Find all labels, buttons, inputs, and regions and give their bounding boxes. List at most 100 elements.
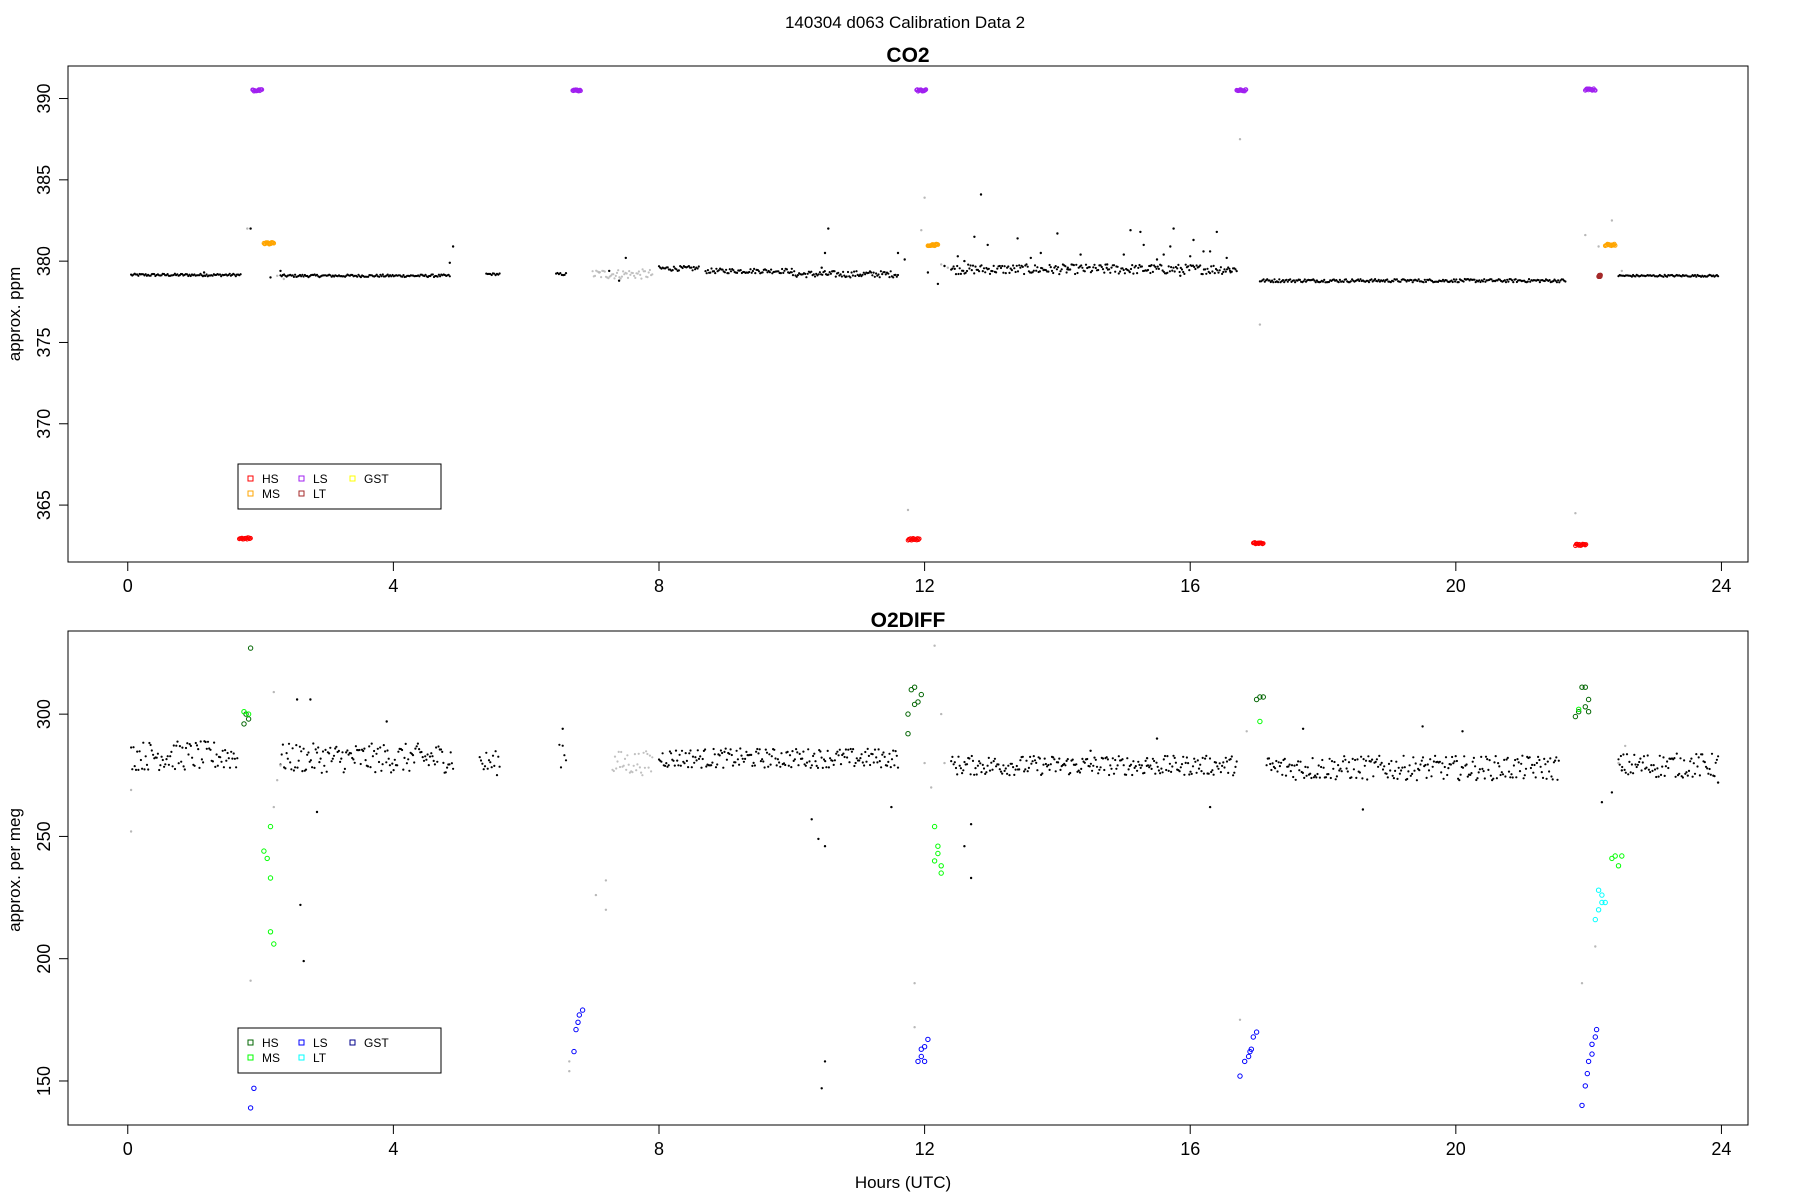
o2diff-ambient-point xyxy=(1171,765,1174,768)
o2diff-ambient-point xyxy=(1649,771,1652,774)
co2-legend-label: MS xyxy=(262,487,280,501)
o2diff-cal-point xyxy=(1599,899,1605,906)
o2diff-ambient-point xyxy=(618,765,622,769)
o2diff-ambient-point xyxy=(231,757,234,760)
o2diff-ambient-point xyxy=(713,753,716,756)
co2-ambient-point xyxy=(892,276,895,279)
o2diff-ambient-point xyxy=(431,755,434,758)
o2diff-ambient-point xyxy=(680,749,684,752)
co2-scatter-point xyxy=(943,264,946,268)
co2-x-tick-label: 12 xyxy=(915,576,935,596)
co2-ambient-point xyxy=(681,266,684,270)
o2diff-ambient-point xyxy=(981,763,984,767)
o2diff-ambient-point xyxy=(661,752,664,755)
o2diff-ambient-point xyxy=(826,749,829,753)
co2-y-tick-label: 390 xyxy=(34,84,54,114)
o2diff-ambient-point xyxy=(984,772,987,776)
o2diff-ambient-point xyxy=(1033,759,1037,762)
co2-ambient-point xyxy=(1094,266,1097,270)
o2diff-ambient-point xyxy=(442,761,445,765)
o2diff-ambient-point xyxy=(728,752,731,756)
o2diff-scatter-point xyxy=(817,837,820,841)
co2-ambient-point xyxy=(1060,268,1063,271)
o2diff-ambient-point xyxy=(1628,760,1631,764)
o2diff-ambient-point xyxy=(693,761,696,764)
o2diff-ambient-point xyxy=(1233,771,1236,774)
co2-ambient-point xyxy=(359,276,362,279)
o2diff-ambient-point xyxy=(226,751,229,755)
co2-ambient-point xyxy=(1358,279,1361,283)
o2diff-ambient-point xyxy=(893,764,896,767)
o2diff-cal-point xyxy=(267,929,274,935)
o2diff-ambient-point xyxy=(1274,767,1277,770)
figure-title: 140304 d063 Calibration Data 2 xyxy=(785,13,1025,32)
o2diff-ambient-point xyxy=(759,760,763,763)
co2-scatter-point xyxy=(1142,243,1145,247)
co2-ambient-point xyxy=(1224,270,1227,273)
o2diff-ambient-point xyxy=(1358,771,1361,774)
o2diff-cal-point xyxy=(918,1053,924,1060)
o2diff-ambient-point xyxy=(1696,765,1699,768)
o2diff-ambient-point xyxy=(1535,761,1538,765)
o2diff-ambient-point xyxy=(997,763,1000,766)
o2diff-ambient-point xyxy=(769,763,772,766)
o2diff-ambient-point xyxy=(1369,760,1372,763)
o2diff-ambient-point xyxy=(1229,758,1232,761)
co2-ambient-point xyxy=(1001,264,1004,268)
o2diff-ambient-point xyxy=(148,741,151,745)
o2diff-legend-swatch xyxy=(298,1054,305,1061)
o2diff-scatter-point xyxy=(302,959,305,963)
co2-ambient-point xyxy=(1457,281,1460,284)
co2-ambient-point xyxy=(1103,271,1106,274)
co2-ambient-point xyxy=(631,271,634,275)
co2-ambient-point xyxy=(437,273,440,276)
o2diff-ambient-point xyxy=(1021,755,1024,758)
o2diff-ambient-point xyxy=(1059,768,1062,772)
co2-cal-point-hs xyxy=(1583,542,1589,547)
o2diff-ambient-point xyxy=(1208,757,1212,760)
o2diff-ambient-point xyxy=(1516,758,1519,761)
o2diff-ambient-point xyxy=(489,761,492,764)
co2-ambient-point xyxy=(1423,278,1426,281)
o2diff-ambient-point xyxy=(980,771,983,774)
co2-ambient-point xyxy=(1176,267,1179,270)
o2diff-ambient-point xyxy=(359,762,362,766)
o2diff-ambient-point xyxy=(331,757,334,760)
co2-ambient-point xyxy=(842,270,845,273)
co2-ambient-point xyxy=(1007,265,1010,268)
co2-ambient-point xyxy=(378,275,381,278)
co2-ambient-point xyxy=(846,270,850,274)
co2-ambient-point xyxy=(1285,278,1288,281)
co2-ambient-point xyxy=(1219,266,1222,269)
co2-ambient-point xyxy=(1097,268,1100,272)
o2diff-ambient-point xyxy=(768,753,771,756)
co2-ambient-point xyxy=(768,271,772,274)
co2-ambient-point xyxy=(795,275,798,278)
co2-scatter-point xyxy=(1179,274,1182,277)
o2diff-ambient-point xyxy=(173,767,177,771)
o2diff-ambient-point xyxy=(191,756,194,759)
o2diff-ambient-point xyxy=(1093,756,1096,759)
co2-ambient-point xyxy=(952,265,955,268)
o2diff-ambient-point xyxy=(858,759,861,762)
o2diff-ambient-point xyxy=(1690,757,1693,760)
o2diff-ambient-point xyxy=(330,760,333,763)
co2-ambient-point xyxy=(300,275,303,278)
o2diff-ambient-point xyxy=(881,753,884,756)
co2-ambient-point xyxy=(1417,278,1420,281)
co2-scatter-point xyxy=(249,227,252,230)
o2diff-scatter-point xyxy=(969,876,973,880)
o2diff-cal-point xyxy=(1579,1102,1585,1109)
o2diff-ambient-point xyxy=(160,755,163,758)
o2diff-ambient-point xyxy=(763,766,766,769)
o2diff-cal-point xyxy=(1242,1058,1248,1065)
o2diff-ambient-point xyxy=(954,766,958,770)
o2diff-ambient-point xyxy=(1442,777,1445,780)
o2diff-ambient-point xyxy=(971,759,975,763)
o2diff-ambient-point xyxy=(426,753,429,756)
o2diff-ambient-point xyxy=(1275,759,1278,763)
co2-ambient-point xyxy=(629,273,632,276)
co2-ambient-point xyxy=(401,275,404,278)
co2-ambient-point xyxy=(1168,270,1171,273)
o2diff-cal-point xyxy=(261,848,267,854)
